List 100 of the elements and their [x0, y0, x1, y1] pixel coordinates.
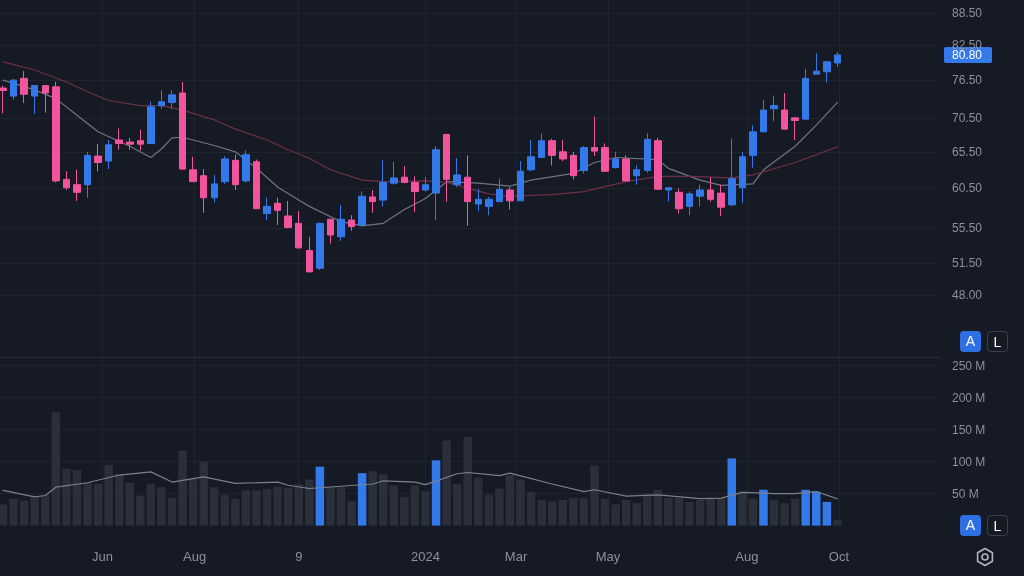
candlestick [548, 138, 556, 166]
bar [727, 458, 737, 526]
candlestick [263, 197, 271, 221]
y-tick-label: 76.50 [952, 73, 983, 88]
candlestick [475, 188, 482, 212]
candlestick [105, 139, 112, 170]
y-tick-label: 250 M [952, 358, 986, 373]
candlestick [791, 117, 799, 141]
x-tick-label: Jun [92, 548, 114, 564]
candlestick [570, 151, 577, 180]
line-series [2, 79, 838, 227]
bar [790, 498, 800, 526]
candlestick [200, 168, 207, 214]
candlestick [0, 85, 7, 114]
candlestick [559, 139, 567, 162]
candlestick [443, 133, 450, 203]
candlestick [20, 70, 28, 104]
candlestick [31, 84, 38, 115]
candlestick [760, 99, 767, 133]
y-tick-label: 48.00 [952, 288, 983, 303]
candlestick [316, 222, 324, 271]
candlestick [284, 200, 292, 229]
line-series [2, 61, 838, 197]
x-tick-label: Oct [828, 548, 850, 564]
candlestick [306, 236, 313, 273]
bar [664, 498, 673, 526]
candlestick [158, 90, 165, 110]
toggle-button: A [960, 331, 981, 352]
candlestick [295, 210, 302, 250]
candlestick [717, 184, 725, 217]
candlestick [464, 154, 471, 227]
candlestick [390, 161, 398, 186]
x-tick-label: 2024 [411, 548, 440, 564]
candlestick [654, 137, 662, 191]
bar [822, 501, 832, 526]
candlestick [137, 129, 144, 151]
bar [41, 495, 50, 526]
candlestick [211, 174, 218, 203]
bar [716, 498, 726, 526]
bar [759, 489, 768, 526]
candlestick [749, 124, 757, 169]
candlestick [496, 178, 503, 203]
candlestick [770, 94, 778, 122]
bar [706, 498, 715, 526]
bar [801, 489, 810, 526]
y-tick-label: 150 M [952, 422, 986, 437]
bar [30, 497, 39, 526]
bar [431, 460, 441, 526]
candlestick [580, 145, 588, 174]
y-tick-label: 100 M [952, 454, 986, 469]
x-tick-label: 9 [295, 548, 303, 564]
y-tick-label: 51.50 [952, 255, 983, 270]
candlestick [739, 151, 746, 204]
candlestick [401, 165, 408, 184]
candlestick [253, 159, 260, 210]
candlestick [126, 137, 134, 151]
x-tick-label: Aug [183, 548, 207, 564]
candlestick [485, 196, 493, 216]
candlestick [665, 187, 672, 203]
y-tick-label: 55.50 [952, 221, 983, 236]
candlestick [10, 78, 17, 101]
toggle-button: L [987, 515, 1008, 536]
candlestick [274, 197, 281, 226]
y-tick-label: 60.50 [952, 181, 983, 196]
candlestick [517, 160, 524, 202]
candlestick [147, 101, 155, 144]
candlestick [63, 170, 70, 191]
bar [357, 473, 367, 526]
candlestick [337, 204, 345, 242]
candlestick [538, 133, 545, 158]
candlestick [834, 51, 841, 68]
bar [812, 491, 821, 526]
candlestick [411, 175, 419, 213]
line-series [2, 471, 838, 500]
candlestick [675, 187, 683, 215]
candlestick [601, 142, 609, 173]
x-tick-label: May [595, 548, 621, 564]
candlestick [728, 138, 736, 207]
candlestick [232, 154, 239, 191]
candlestick [221, 155, 229, 185]
candlestick [707, 176, 714, 203]
candlestick [644, 132, 651, 174]
candlestick [696, 184, 704, 207]
y-tick-label: 70.50 [952, 110, 983, 125]
candlestick [94, 143, 102, 172]
candlestick [179, 81, 186, 171]
candlestick [189, 156, 197, 183]
candlestick [432, 145, 440, 221]
candlestick [813, 52, 820, 75]
candlestick [591, 116, 598, 157]
candlestick [168, 90, 176, 110]
candlestick [73, 169, 81, 202]
y-tick-label: 65.50 [952, 144, 983, 159]
candlestick [348, 214, 355, 232]
candlestick [612, 151, 619, 169]
candlestick [327, 218, 334, 245]
candlestick [42, 84, 49, 114]
y-tick-label: 200 M [952, 390, 986, 405]
candlestick [633, 164, 640, 186]
x-tick-label: Aug [735, 548, 759, 564]
